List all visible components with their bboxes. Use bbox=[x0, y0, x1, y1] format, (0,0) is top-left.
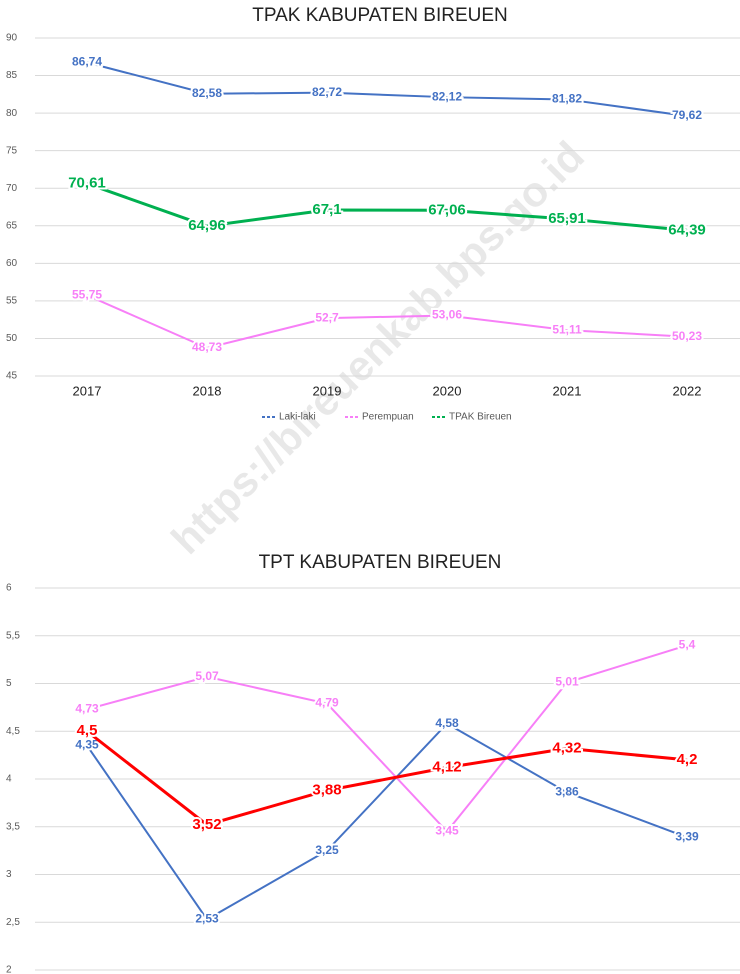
data-label: 4,32 bbox=[552, 739, 581, 756]
x-tick-label: 2021 bbox=[553, 383, 582, 398]
data-label: 3,45 bbox=[435, 824, 459, 838]
y-tick-label: 6 bbox=[6, 583, 12, 594]
data-label: 82,72 bbox=[312, 85, 342, 99]
data-label: 5,07 bbox=[195, 669, 219, 683]
data-label: 5,4 bbox=[679, 637, 696, 651]
y-tick-label: 3,5 bbox=[6, 821, 20, 832]
data-label: 55,75 bbox=[72, 287, 102, 301]
chart-title: TPT KABUPATEN BIREUEN bbox=[259, 552, 502, 573]
series-line bbox=[86, 294, 688, 350]
legend-label: Perempuan bbox=[362, 412, 414, 423]
data-label: 81,82 bbox=[552, 92, 582, 106]
data-label: 3,88 bbox=[312, 781, 341, 798]
series-line bbox=[86, 182, 688, 232]
y-tick-label: 90 bbox=[6, 33, 18, 44]
x-tick-label: 2018 bbox=[193, 383, 222, 398]
data-label: 70,61 bbox=[68, 175, 106, 192]
x-tick-label: 2022 bbox=[673, 383, 702, 398]
y-tick-label: 2,5 bbox=[6, 917, 20, 928]
data-label: 3,39 bbox=[675, 829, 699, 843]
chart-title: TPAK KABUPATEN BIREUEN bbox=[252, 5, 508, 26]
y-tick-label: 5,5 bbox=[6, 630, 20, 641]
data-label: 67,06 bbox=[428, 201, 466, 218]
data-label: 79,62 bbox=[672, 108, 702, 122]
y-tick-label: 75 bbox=[6, 145, 18, 156]
data-label: 64,96 bbox=[188, 217, 226, 234]
data-label: 4,12 bbox=[432, 759, 461, 776]
data-label: 64,39 bbox=[668, 221, 706, 238]
data-label: 50,23 bbox=[672, 329, 702, 343]
y-tick-label: 2 bbox=[6, 965, 12, 974]
series-line bbox=[86, 722, 688, 921]
data-label: 2,53 bbox=[195, 912, 219, 926]
data-label: 48,73 bbox=[192, 340, 222, 354]
y-tick-label: 50 bbox=[6, 333, 18, 344]
series-line bbox=[86, 730, 688, 827]
y-tick-label: 55 bbox=[6, 296, 18, 307]
y-tick-label: 4 bbox=[6, 774, 12, 785]
data-label: 4,35 bbox=[75, 738, 99, 752]
data-label: 4,2 bbox=[677, 751, 698, 768]
y-tick-label: 65 bbox=[6, 220, 18, 231]
y-tick-label: 3 bbox=[6, 869, 12, 880]
y-tick-label: 80 bbox=[6, 108, 18, 119]
data-label: 67,1 bbox=[312, 201, 341, 218]
data-label: 51,11 bbox=[552, 322, 582, 336]
series-line bbox=[86, 61, 688, 117]
x-tick-label: 2019 bbox=[313, 383, 342, 398]
data-label: 53,06 bbox=[432, 308, 462, 322]
data-label: 3,86 bbox=[555, 785, 579, 799]
data-label: 82,12 bbox=[432, 89, 462, 103]
data-label: 86,74 bbox=[72, 55, 102, 69]
data-label: 4,58 bbox=[435, 716, 459, 730]
y-tick-label: 45 bbox=[6, 371, 18, 382]
y-tick-label: 5 bbox=[6, 678, 12, 689]
watermark: https://bireuenkab.bps.go.id bbox=[162, 132, 593, 563]
data-label: 5,01 bbox=[555, 675, 579, 689]
data-label: 82,58 bbox=[192, 86, 222, 100]
data-label: 52,7 bbox=[315, 310, 339, 324]
series-line bbox=[86, 644, 688, 834]
data-label: 4,79 bbox=[315, 696, 339, 710]
x-tick-label: 2017 bbox=[73, 383, 102, 398]
x-tick-label: 2020 bbox=[433, 383, 462, 398]
data-label: 4,73 bbox=[75, 701, 99, 715]
y-tick-label: 60 bbox=[6, 258, 18, 269]
data-label: 3,52 bbox=[192, 816, 221, 833]
data-label: 4,5 bbox=[77, 722, 98, 739]
data-label: 3,25 bbox=[315, 843, 339, 857]
y-tick-label: 70 bbox=[6, 183, 18, 194]
legend-label: Laki-laki bbox=[279, 412, 316, 423]
data-label: 65,91 bbox=[548, 210, 586, 227]
y-tick-label: 85 bbox=[6, 70, 18, 81]
legend-label: TPAK Bireuen bbox=[449, 412, 512, 423]
y-tick-label: 4,5 bbox=[6, 726, 20, 737]
